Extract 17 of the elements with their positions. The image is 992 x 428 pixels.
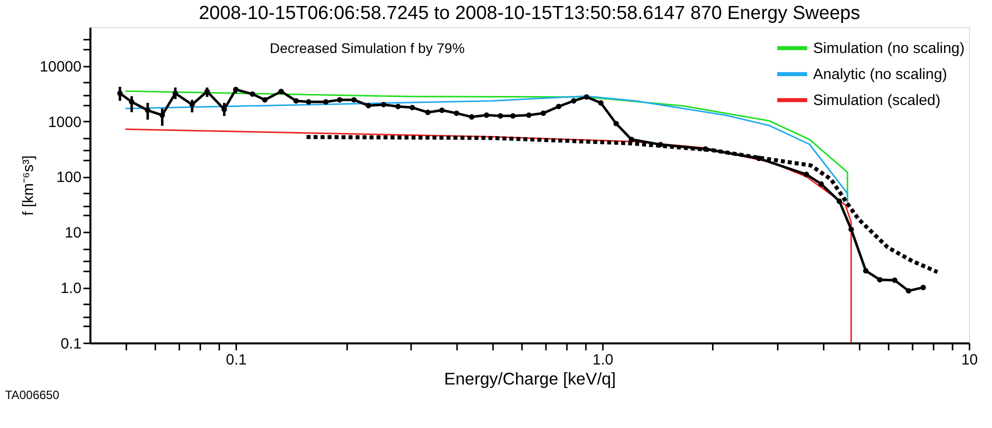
- text: TA006650: [4, 388, 60, 402]
- y-tick-label: 10000: [40, 58, 82, 76]
- x-tick-label: 10: [961, 351, 978, 368]
- x-axis-title: Energy/Charge [keV/q]: [444, 369, 616, 388]
- y-tick-label: 100: [56, 169, 82, 186]
- y-tick-label: 10: [64, 224, 82, 242]
- y-axis-title: f [km⁻⁶s³]: [20, 155, 37, 216]
- y-tick-label: 1.0: [60, 280, 82, 297]
- legend-label: Simulation (no scaling): [813, 40, 965, 58]
- legend-label: Simulation (scaled): [813, 92, 940, 110]
- chart-title: 2008-10-15T06:06:58.7245 to 2008-10-15T13:50:58.6147 870 Energy Sweeps: [198, 3, 860, 24]
- y-tick-label: 0.1: [60, 335, 82, 352]
- legend-label: Analytic (no scaling): [813, 66, 948, 84]
- y-tick-label: 1000: [48, 114, 82, 131]
- annotation: Decreased Simulation f by 79%: [270, 40, 465, 56]
- x-tick-label: 1.0: [592, 351, 614, 368]
- x-tick-label: 0.1: [226, 351, 247, 368]
